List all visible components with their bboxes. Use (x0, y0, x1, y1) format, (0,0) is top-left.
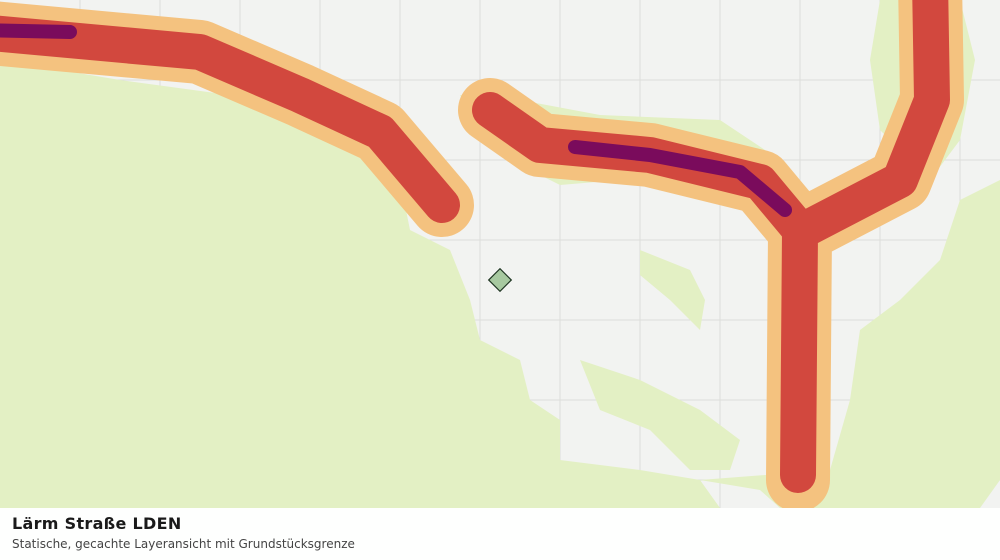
noise-map (0, 0, 1000, 508)
layer-title: Lärm Straße LDEN (12, 514, 182, 533)
parcel-boundary[interactable] (487, 267, 513, 293)
footer: Lärm Straße LDEN Statische, gecachte Lay… (0, 508, 1000, 560)
layer-subtitle: Statische, gecachte Layeransicht mit Gru… (12, 537, 355, 551)
road-noise-bands (0, 0, 964, 508)
